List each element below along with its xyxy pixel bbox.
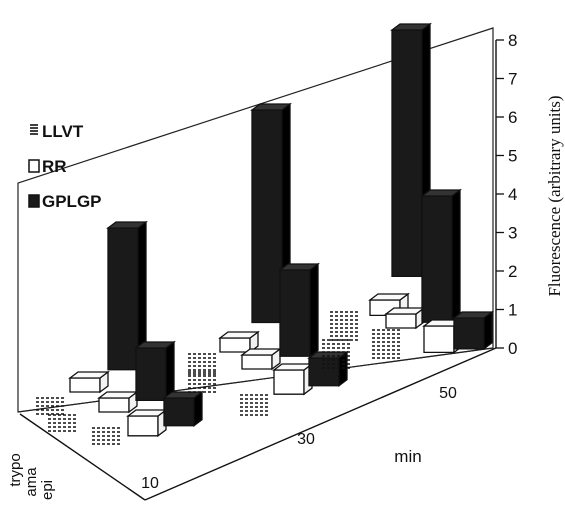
time-axis-line-left [19, 413, 146, 501]
fluorescence-tick-label-4: 4 [508, 185, 517, 204]
bar-rr-30min-ama [240, 347, 282, 371]
bar-front-face [69, 377, 101, 393]
time-tick-label-50: 50 [439, 385, 457, 402]
fluorescence-tick-label-0: 0 [508, 339, 517, 358]
bar-rr-10min-ama [97, 390, 139, 414]
bar-front-face [421, 195, 453, 323]
bar-llvt-10min-ama [48, 414, 78, 432]
bar-llvt-10min-epi [92, 427, 122, 445]
legend-swatch-gplgp [28, 194, 40, 208]
bar-rr-10min-epi [126, 408, 168, 438]
bar-top-face [218, 331, 260, 339]
bar-gplgp-10min-ama [134, 340, 176, 402]
bar-front-face [127, 415, 159, 437]
fluorescence-tick-label-2: 2 [508, 262, 517, 281]
time-axis: 10 30 50 min [19, 347, 497, 501]
bar-rr-30min-epi [272, 362, 314, 396]
bar-front-face [423, 325, 455, 354]
bar-gplgp-50min-epi [452, 310, 494, 351]
bar-top-face [368, 293, 410, 301]
fluorescence-axis-title: Fluorescence (arbitrary units) [545, 95, 564, 296]
fluorescence-tick-label-5: 5 [508, 147, 517, 166]
bar-front-face [273, 369, 305, 395]
fluorescence-axis-ticks: 0 1 2 3 4 5 6 7 8 [496, 31, 517, 358]
fluorescence-tick-label-1: 1 [508, 301, 517, 320]
bars-layer [36, 22, 494, 445]
bar-rr-50min-trypo [368, 292, 410, 317]
bar-front-face [135, 347, 167, 402]
fluorescence-axis: 0 1 2 3 4 5 6 7 8 Fluorescence (arbitrary units) [495, 31, 564, 358]
bar-gplgp-30min-ama [278, 262, 320, 358]
bar-front-face [385, 313, 417, 329]
group-tick-label-ama: ama [23, 467, 40, 497]
legend-item-gplgp: GPLGP [28, 192, 102, 211]
legend-label-rr: RR [42, 157, 67, 176]
time-axis-title: min [394, 447, 421, 466]
legend-swatch-llvt [30, 124, 38, 135]
bar-front-face [279, 269, 311, 357]
bar-top-face [452, 311, 494, 319]
legend-label-llvt: LLVT [42, 122, 84, 141]
bar-llvt-50min-epi [372, 329, 402, 359]
fluorescence-tick-label-6: 6 [508, 108, 517, 127]
fluorescence-tick-label-8: 8 [508, 31, 517, 50]
bar-top-face [106, 221, 148, 229]
bar-llvt-30min-epi [240, 394, 270, 416]
bar-rr-30min-trypo [218, 330, 260, 354]
bar-llvt-30min-trypo [188, 353, 218, 375]
chart-legend: LLVT RR GPLGP [28, 122, 102, 211]
bar-top-face [390, 23, 432, 31]
group-tick-label-epi: epi [39, 480, 56, 500]
legend-item-rr: RR [28, 157, 67, 176]
bar-side-face [309, 262, 319, 358]
bar-top-face [68, 371, 110, 379]
bar-gplgp-30min-epi [307, 350, 349, 388]
group-axis: trypo ama epi [7, 453, 56, 500]
bar-top-face [278, 263, 320, 271]
bar-front-face [219, 337, 251, 353]
bar-front-face [308, 357, 340, 387]
group-tick-label-trypo: trypo [7, 453, 24, 486]
legend-item-llvt: LLVT [30, 122, 84, 141]
fluorescence-tick-label-7: 7 [508, 70, 517, 89]
bar-front-face [391, 29, 423, 278]
bar-llvt-10min-trypo [36, 397, 66, 415]
bar-front-face [241, 354, 273, 370]
legend-swatch-rr [28, 159, 40, 173]
bar-gplgp-10min-epi [162, 390, 204, 428]
legend-label-gplgp: GPLGP [42, 192, 102, 211]
time-axis-line [144, 347, 497, 501]
bar-top-face [420, 189, 462, 197]
bar-llvt-50min-ama [322, 339, 352, 369]
bar-front-face [453, 317, 485, 350]
bar-rr-50min-ama [384, 306, 426, 330]
floor-back-edge [17, 347, 494, 413]
bar-top-face [250, 103, 292, 111]
bar-llvt-30min-ama [188, 371, 218, 393]
bar-side-face [451, 188, 461, 324]
bar-rr-10min-trypo [68, 370, 110, 394]
bar-front-face [107, 227, 139, 371]
bar-front-face [98, 397, 130, 413]
bar-top-face [134, 341, 176, 349]
bar-gplgp-50min-ama [420, 188, 462, 324]
time-tick-label-30: 30 [297, 431, 315, 448]
time-tick-label-10: 10 [141, 475, 159, 492]
fluorescence-tick-label-3: 3 [508, 224, 517, 243]
bar-front-face [163, 397, 195, 427]
bar-front-face [251, 109, 283, 324]
bar-top-face [162, 391, 204, 399]
